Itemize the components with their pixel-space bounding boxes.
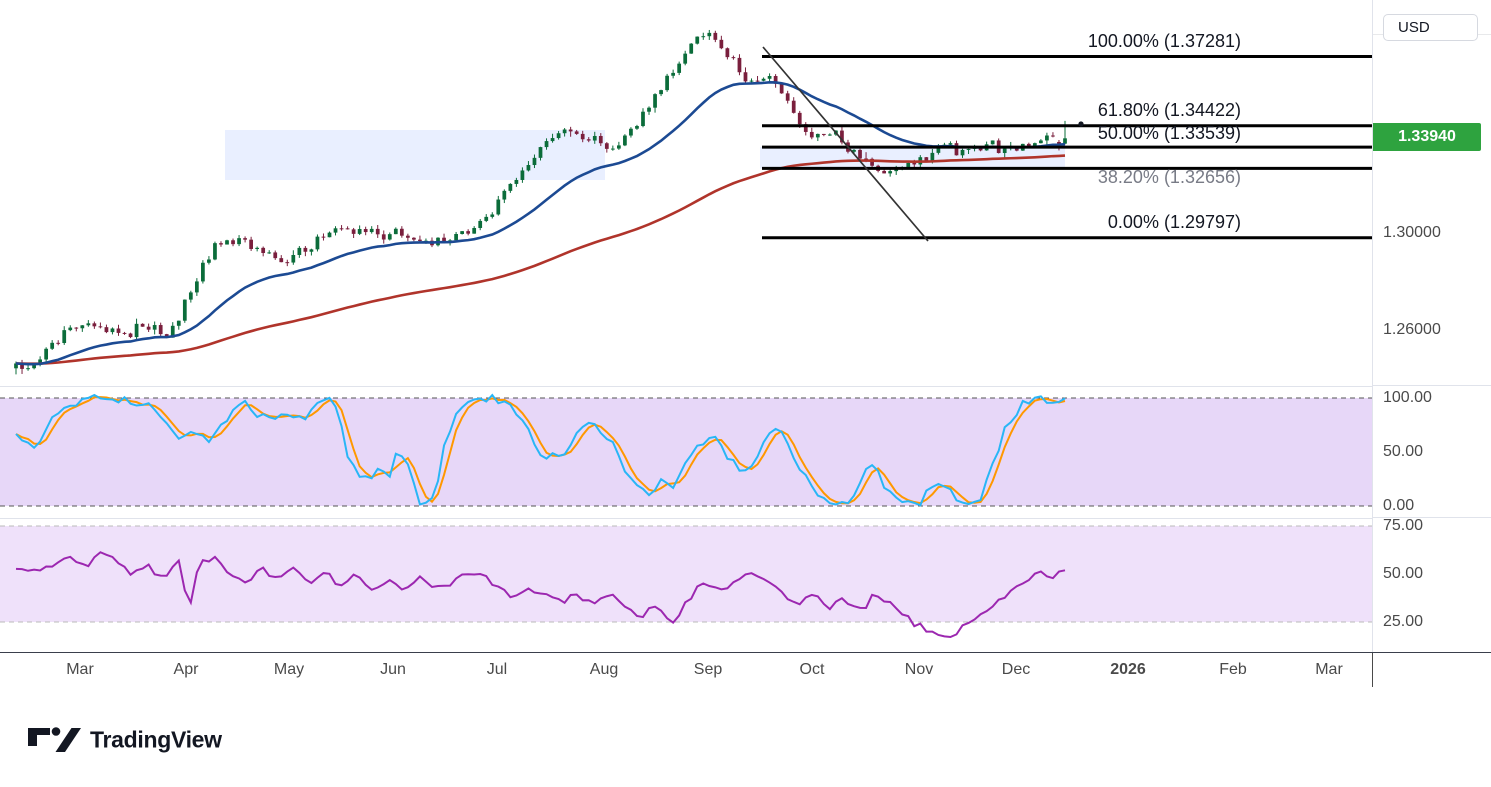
svg-text:TradingView: TradingView (90, 727, 222, 753)
